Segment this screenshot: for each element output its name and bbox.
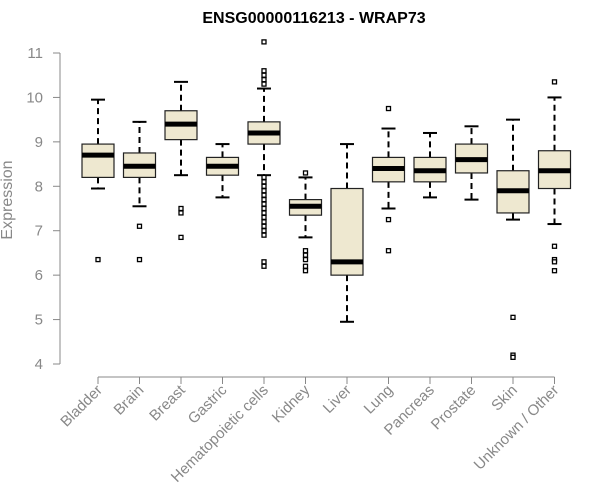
outlier-point — [136, 256, 143, 263]
box-liver — [330, 143, 364, 323]
y-tick-label: 4 — [35, 356, 43, 373]
outlier-point — [385, 105, 392, 112]
y-tick-label: 7 — [35, 223, 43, 240]
outlier-point — [261, 68, 267, 74]
outlier-point — [261, 263, 267, 269]
outlier-point — [261, 39, 267, 45]
outlier-point — [551, 268, 558, 274]
outlier-point — [178, 210, 184, 216]
outlier-point — [261, 188, 267, 194]
outlier-point — [178, 205, 184, 212]
outlier-point — [510, 314, 516, 321]
outlier-point — [261, 81, 267, 87]
outlier-point — [261, 219, 267, 225]
y-tick-label: 6 — [35, 267, 43, 284]
outlier-point — [95, 256, 101, 263]
outlier-point — [261, 223, 267, 229]
outlier-point — [551, 79, 558, 85]
y-tick-label: 11 — [27, 45, 43, 62]
outlier-point — [261, 259, 267, 265]
outlier-point — [302, 256, 309, 263]
outlier-point — [261, 192, 267, 198]
outlier-point — [261, 179, 267, 185]
y-tick-label: 8 — [35, 178, 43, 195]
outlier-point — [261, 174, 267, 181]
outlier-point — [261, 72, 267, 78]
outlier-point — [261, 205, 267, 212]
box-prostate — [454, 125, 489, 201]
outlier-point — [261, 232, 267, 238]
outlier-point — [178, 234, 184, 241]
outlier-point — [302, 252, 309, 258]
x-tick-label: Lung — [361, 382, 397, 418]
box-bladder — [81, 98, 115, 263]
x-tick-label: Breast — [146, 381, 189, 424]
x-tick-label: Skin — [488, 382, 521, 415]
x-tick-label: Bladder — [57, 382, 106, 431]
box-unknown-other — [537, 79, 572, 274]
y-axis: 4 5 6 7 8 9 10 11 — [26, 45, 61, 373]
outlier-point — [136, 223, 143, 229]
outlier-point — [261, 201, 267, 207]
box-gastric — [205, 143, 240, 199]
box-series — [81, 39, 572, 360]
x-tick-label: Kidney — [269, 381, 314, 426]
outlier-point — [302, 268, 309, 274]
y-tick-label: 9 — [35, 134, 43, 151]
outlier-point — [302, 263, 309, 269]
outlier-point — [385, 216, 392, 223]
outlier-point — [551, 259, 558, 265]
outlier-point — [385, 248, 392, 254]
box-skin — [496, 118, 530, 360]
outlier-point — [510, 354, 516, 360]
y-tick-label: 10 — [26, 89, 43, 106]
outlier-point — [261, 77, 267, 83]
chart-title: ENSG00000116213 - WRAP73 — [202, 10, 425, 27]
box-breast — [164, 80, 198, 241]
outlier-point — [261, 196, 267, 203]
box-pancreas — [413, 131, 447, 199]
box-brain — [122, 120, 157, 263]
box-hematopoietic-cells — [247, 39, 281, 269]
box-lung — [371, 105, 406, 254]
x-tick-label: Prostate — [428, 382, 480, 434]
outlier-point — [551, 243, 558, 249]
x-tick-label: Brain — [111, 382, 148, 419]
x-tick-label: Liver — [320, 382, 355, 417]
box-kidney — [288, 170, 323, 274]
outlier-point — [302, 248, 309, 254]
y-tick-label: 5 — [35, 312, 43, 329]
outlier-point — [261, 183, 267, 189]
iqr-box — [81, 143, 115, 178]
outlier-point — [261, 228, 267, 234]
outlier-point — [261, 214, 267, 221]
outlier-point — [302, 170, 309, 176]
outlier-point — [261, 210, 267, 216]
y-axis-label: Expression — [0, 160, 16, 239]
